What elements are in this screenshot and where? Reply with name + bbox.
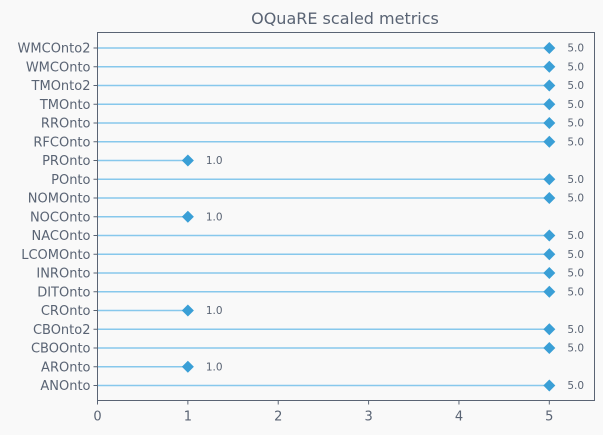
marker-NACOnto [543,229,556,242]
y-tick-label: NACOnto [32,229,91,244]
y-tick-label: NOCOnto [30,210,91,225]
y-tick-label: DITOnto [37,285,90,300]
marker-INROnto [543,267,556,279]
y-tick-label: WMCOnto [26,60,91,75]
x-tick-label: 2 [274,410,282,425]
y-tick-label: WMCOnto2 [18,42,91,57]
data-label-PROnto: 1.0 [206,155,223,167]
data-label-TMOnto2: 5.0 [567,80,584,92]
data-label-DITOnto: 5.0 [567,286,584,298]
chart-title: OQuaRE scaled metrics [251,9,439,28]
x-tick-label: 4 [455,410,463,425]
marker-CBOnto2 [543,323,556,336]
y-tick-label: POnto [51,173,90,188]
data-label-NOCOnto: 1.0 [206,211,223,223]
marker-RFCOnto [543,135,556,148]
data-label-WMCOnto: 5.0 [567,61,584,73]
marker-RROnto [543,117,556,129]
data-label-CROnto: 1.0 [206,305,223,317]
marker-WMCOnto [543,60,556,73]
y-tick-label: CBOOnto [31,342,91,357]
y-tick-label: NOMOnto [28,192,91,207]
y-tick-label: RROnto [41,117,91,132]
data-label-INROnto: 5.0 [567,268,584,280]
marker-PROnto [181,154,194,167]
x-tick-label: 3 [364,410,372,425]
data-label-NOMOnto: 5.0 [567,193,584,205]
data-label-TMOnto: 5.0 [567,99,584,111]
data-label-NACOnto: 5.0 [567,230,584,242]
data-label-WMCOnto2: 5.0 [567,43,584,55]
data-label-ANOnto: 5.0 [567,380,584,392]
y-tick-label: AROnto [41,360,90,375]
marker-POnto [543,173,556,186]
marker-DITOnto [543,285,556,298]
x-tick-label: 5 [545,410,553,425]
y-tick-label: RFCOnto [33,135,90,150]
y-axis: WMCOnto2 WMCOnto TMOnto2 TMOnto RROnto RFCOnt… [18,42,98,394]
x-tick-label: 1 [184,410,192,425]
x-axis: 0 1 2 3 4 5 [93,400,553,425]
y-tick-label: TMOnto2 [31,79,91,94]
data-label-CBOnto2: 5.0 [567,324,584,336]
y-tick-label: TMOnto [39,98,91,113]
marker-CBOOnto [543,342,556,354]
marker-TMOnto2 [543,79,556,92]
data-label-POnto: 5.0 [567,174,584,186]
data-label-CBOOnto: 5.0 [567,343,584,355]
data-label-RFCOnto: 5.0 [567,136,584,148]
marker-ANOnto [543,379,556,392]
marker-CROnto [181,304,194,317]
data-label-LCOMOnto: 5.0 [567,249,584,261]
y-tick-label: PROnto [42,154,90,169]
marker-AROnto [181,360,194,373]
y-tick-label: LCOMOnto [21,248,90,263]
marker-NOCOnto [181,210,194,223]
y-tick-label: INROnto [36,267,90,282]
stem-group [97,47,550,387]
marker-NOMOnto [543,192,556,204]
y-tick-label: ANOnto [40,379,90,394]
data-label-AROnto: 1.0 [206,361,223,373]
marker-LCOMOnto [543,248,556,261]
data-label-group: 5.0 5.0 5.0 5.0 5.0 5.0 1.0 5.0 5.0 1.0 5.0 5.0 5.0 5… [206,43,584,393]
marker-TMOnto [543,98,556,111]
y-tick-label: CBOnto2 [33,323,91,338]
x-tick-label: 0 [93,410,101,425]
marker-group [181,42,556,392]
y-tick-label: CROnto [41,304,91,319]
data-label-RROnto: 5.0 [567,118,584,130]
marker-WMCOnto2 [543,42,556,54]
